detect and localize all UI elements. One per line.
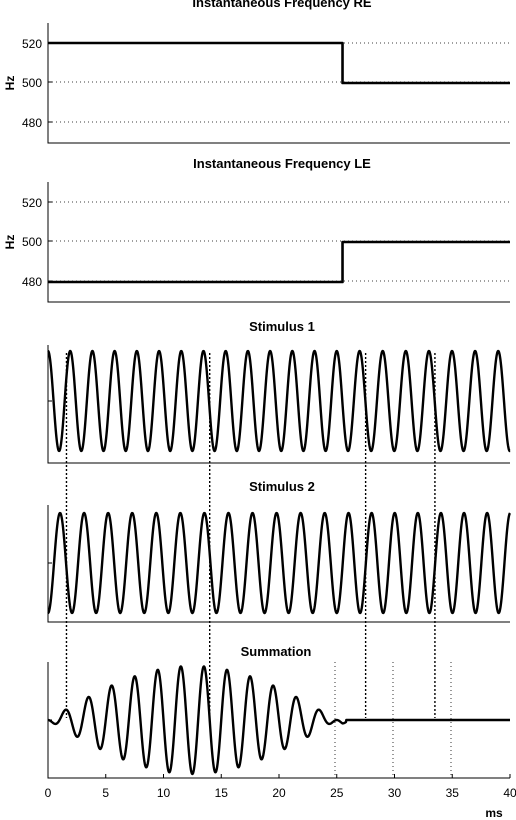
panel-frequency-re-ytick-480: 480 — [22, 116, 42, 130]
panel-summation-xlabel: ms — [485, 806, 503, 820]
panel-stimulus-2-axes — [47, 505, 510, 623]
stimulus-2-waveform — [47, 511, 511, 615]
dotted-connectors — [65, 353, 436, 718]
panel-summation-vertical-gridlines — [334, 662, 452, 778]
stimulus-1-waveform — [47, 349, 511, 453]
panel-frequency-re-axes — [47, 23, 510, 144]
panel-frequency-re-ytick-520: 520 — [22, 37, 42, 51]
panel-frequency-le-title: Instantaneous Frequency LE — [193, 156, 371, 171]
xtick-label-10: 10 — [157, 786, 171, 800]
panel-frequency-re-ytick-500: 500 — [22, 76, 42, 90]
panel-frequency-le-ylabel: Hz — [3, 235, 17, 250]
panel-frequency-re: Instantaneous Frequency RE Hz 520 500 48… — [3, 0, 510, 144]
panel-frequency-re-ytick-marks — [48, 42, 52, 123]
panel-stimulus-2-title: Stimulus 2 — [249, 479, 315, 494]
panel-summation: Summation 0 5 10 15 20 25 30 35 40 ms — [45, 644, 516, 820]
panel-summation-title: Summation — [241, 644, 312, 659]
panel-stimulus-1-title: Stimulus 1 — [249, 319, 315, 334]
xtick-label-35: 35 — [446, 786, 460, 800]
panel-frequency-le: Instantaneous Frequency LE Hz 520 500 48… — [3, 156, 510, 303]
xtick-label-40: 40 — [503, 786, 516, 800]
xtick-label-20: 20 — [272, 786, 286, 800]
xtick-label-15: 15 — [215, 786, 229, 800]
panel-frequency-re-ylabel: Hz — [3, 76, 17, 91]
panel-frequency-le-ytick-500: 500 — [22, 235, 42, 249]
frequency-le-line — [48, 240, 510, 284]
panel-frequency-le-ytick-480: 480 — [22, 275, 42, 289]
panel-stimulus-2: Stimulus 2 — [47, 479, 511, 623]
xtick-label-30: 30 — [388, 786, 402, 800]
frequency-re-line — [48, 41, 510, 85]
xtick-label-25: 25 — [330, 786, 344, 800]
panel-stimulus-1: Stimulus 1 — [47, 319, 511, 464]
xtick-label-0: 0 — [45, 786, 52, 800]
panel-stimulus-1-axes — [47, 345, 510, 464]
panel-frequency-le-ytick-520: 520 — [22, 196, 42, 210]
panel-frequency-le-ytick-marks — [48, 201, 52, 282]
summation-waveform — [47, 665, 511, 776]
panel-frequency-re-title: Instantaneous Frequency RE — [192, 0, 371, 10]
panel-summation-xticks: 0 5 10 15 20 25 30 35 40 — [45, 774, 516, 800]
panel-frequency-le-axes — [47, 182, 510, 303]
xtick-label-5: 5 — [102, 786, 109, 800]
